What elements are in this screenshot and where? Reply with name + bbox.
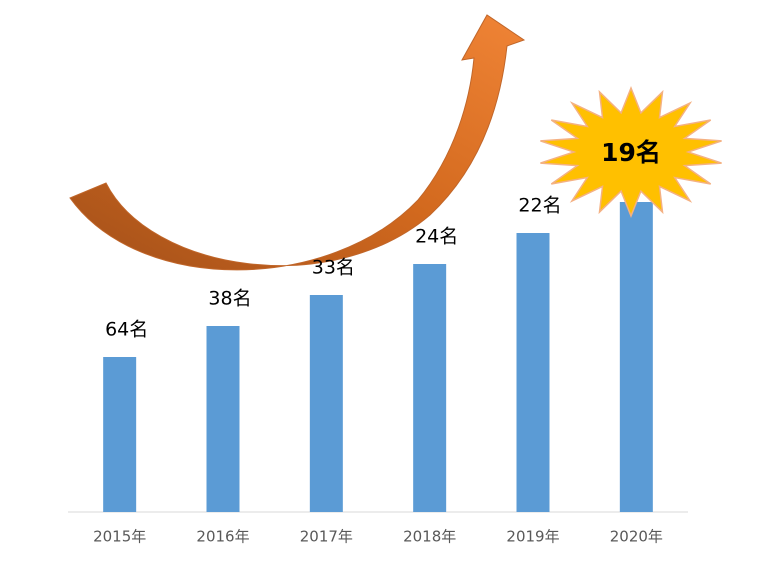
bar bbox=[413, 264, 447, 512]
trend-arrow bbox=[69, 14, 526, 271]
x-tick-label: 2015年 bbox=[93, 528, 146, 546]
value-label: 19名 bbox=[601, 138, 661, 167]
bars bbox=[103, 202, 653, 512]
labels: 64名 2015年 38名 2016年 33名 2017年 24名 2018年 22名 2019年… bbox=[93, 138, 663, 546]
x-tick-label: 2018年 bbox=[403, 528, 456, 546]
value-label: 64名 bbox=[105, 319, 148, 341]
bar bbox=[516, 233, 550, 512]
x-tick-label: 2017年 bbox=[300, 528, 353, 546]
value-label: 22名 bbox=[518, 195, 561, 217]
highlight-star bbox=[540, 85, 722, 219]
bar bbox=[103, 357, 137, 512]
bar bbox=[619, 202, 653, 512]
bar bbox=[206, 326, 240, 512]
value-label: 38名 bbox=[208, 288, 251, 310]
bar bbox=[309, 295, 343, 512]
value-label: 24名 bbox=[415, 226, 458, 248]
x-tick-label: 2019年 bbox=[506, 528, 559, 546]
value-label: 33名 bbox=[312, 257, 355, 279]
x-tick-label: 2016年 bbox=[196, 528, 249, 546]
x-tick-label: 2020年 bbox=[610, 528, 663, 546]
